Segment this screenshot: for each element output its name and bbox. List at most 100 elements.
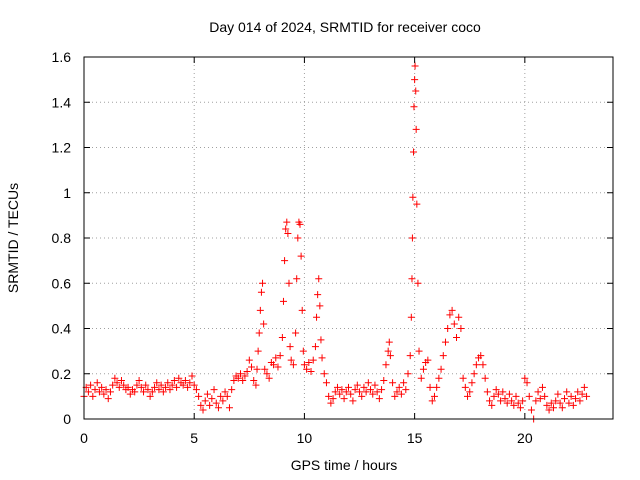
data-point [274,363,282,371]
data-point [100,390,108,398]
data-point [412,125,420,133]
x-tick-label: 20 [517,430,533,446]
data-point [243,367,251,375]
data-point [313,313,321,321]
data-point [208,395,216,403]
data-point [210,386,218,394]
data-point [84,388,92,396]
data-point [307,367,315,375]
data-point [538,383,546,391]
x-tick-label: 15 [407,430,423,446]
data-point [503,399,511,407]
x-tick-label: 10 [297,430,313,446]
data-point [342,388,350,396]
data-point [201,397,209,405]
data-point [253,365,261,373]
data-point [225,404,233,412]
data-point [297,252,305,260]
x-tick-labels: 0 5 10 15 20 [80,430,533,446]
data-point [255,329,263,337]
data-point [486,397,494,405]
data-point [417,374,425,382]
data-point [317,336,325,344]
data-point [151,383,159,391]
data-point [567,392,575,400]
data-point [565,399,573,407]
data-point [286,343,294,351]
data-point [166,386,174,394]
data-point [419,365,427,373]
data-point [391,392,399,400]
data-point [146,392,154,400]
data-point [219,397,227,405]
data-point [464,392,472,400]
data-point [228,386,236,394]
data-point [192,386,200,394]
data-point [212,399,220,407]
data-point [111,374,119,382]
data-point [402,386,410,394]
data-point [315,275,323,283]
data-point [131,388,139,396]
data-point [283,218,291,226]
data-point [338,386,346,394]
chart-title: Day 014 of 2024, SRMTID for receiver coc… [209,19,481,35]
data-point [382,361,390,369]
data-point [397,390,405,398]
data-point [349,397,357,405]
data-point [316,302,324,310]
data-point [309,356,317,364]
data-point [144,386,152,394]
data-point [282,225,290,233]
data-point [347,390,355,398]
y-tick-label: 1.4 [52,94,72,110]
data-point [483,388,491,396]
data-point [179,381,187,389]
data-point [430,392,438,400]
data-point [468,379,476,387]
data-point [459,374,467,382]
data-point [285,279,293,287]
data-point [413,200,421,208]
data-point [256,306,264,314]
y-axis-label: SRMTID / TECUs [5,183,21,293]
y-tick-label: 0.4 [52,321,72,337]
data-point [333,383,341,391]
data-point [527,406,535,414]
data-point [490,392,498,400]
data-point [578,390,586,398]
data-point [389,379,397,387]
data-point [126,390,134,398]
data-point [477,352,485,360]
data-point [133,381,141,389]
data-point [410,103,418,111]
data-point [569,401,577,409]
data-point [250,377,258,385]
data-point [479,361,487,369]
data-point [294,234,302,242]
x-axis-label: GPS time / hours [291,457,398,473]
data-point [299,347,307,355]
data-point [281,257,289,265]
axis-ticks [83,56,613,420]
data-point [514,399,522,407]
data-point [411,62,419,70]
data-point [439,352,447,360]
data-point [481,374,489,382]
data-point [199,406,207,414]
data-point [362,388,370,396]
data-point [453,334,461,342]
data-point [435,374,443,382]
y-tick-label: 1 [63,185,71,201]
data-point [320,370,328,378]
y-tick-labels: 0 0.2 0.4 0.6 0.8 1 1.2 1.4 1.6 [52,49,72,427]
data-point [135,377,143,385]
data-point [411,76,419,84]
data-point [314,291,322,299]
data-point [325,392,333,400]
data-point [142,381,150,389]
data-point [444,325,452,332]
data-point [536,395,544,403]
data-point [259,279,267,287]
data-point [424,356,432,364]
